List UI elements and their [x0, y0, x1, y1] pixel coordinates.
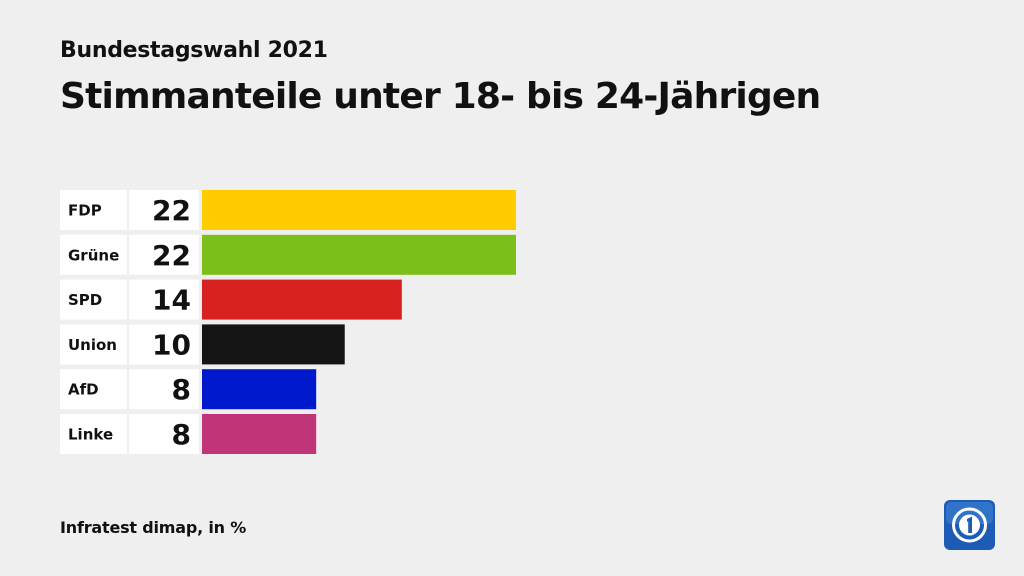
data-label: 8	[172, 418, 191, 451]
bar-gr-ne	[202, 234, 516, 275]
value-label-box-gr-ne	[129, 234, 199, 275]
data-label: 14	[152, 284, 191, 317]
category-label-box-fdp	[60, 190, 127, 230]
value-label-box-fdp	[129, 190, 199, 230]
chart-title: Stimmanteile unter 18- bis 24-Jährigen	[60, 76, 821, 117]
category-label: SPD	[68, 291, 102, 309]
bar-linke	[202, 414, 317, 454]
ard-das-erste-logo-icon	[944, 500, 995, 550]
value-label-box-spd	[129, 279, 199, 320]
category-label-box-union	[60, 324, 127, 365]
data-label: 10	[152, 328, 191, 361]
chart-kicker: Bundestagswahl 2021	[60, 38, 328, 63]
value-label-box-union	[129, 324, 199, 365]
category-label: FDP	[68, 202, 102, 220]
category-label: Grüne	[68, 246, 119, 264]
data-label: 8	[172, 373, 191, 406]
source-note: Infratest dimap, in %	[60, 518, 247, 537]
value-label-box-linke	[129, 414, 199, 454]
data-label: 22	[152, 194, 191, 227]
value-label-box-afd	[129, 369, 199, 410]
data-label: 22	[152, 239, 191, 272]
bar-spd	[202, 279, 402, 320]
category-label: AfD	[68, 381, 99, 399]
category-label: Union	[68, 336, 117, 354]
category-label-box-afd	[60, 369, 127, 410]
bar-afd	[202, 369, 317, 410]
bar-union	[202, 324, 345, 365]
bar-fdp	[202, 190, 516, 230]
category-label-box-spd	[60, 279, 127, 320]
category-label-box-linke	[60, 414, 127, 454]
category-label: Linke	[68, 426, 113, 444]
category-label-box-gr-ne	[60, 234, 127, 275]
